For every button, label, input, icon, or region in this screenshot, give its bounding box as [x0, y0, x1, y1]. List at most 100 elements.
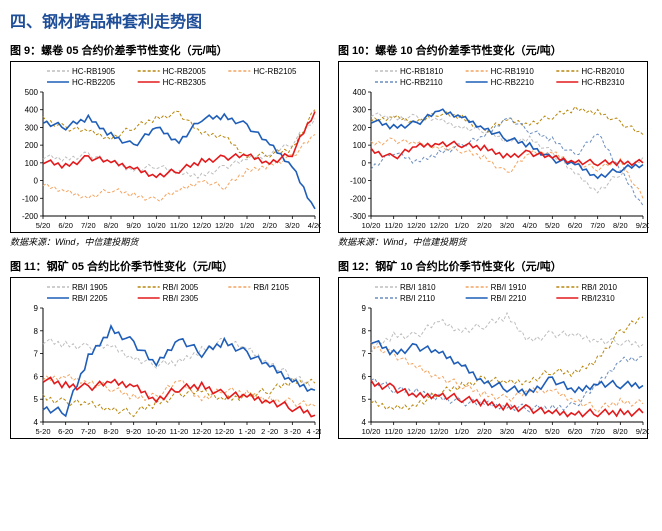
ytick-label: 6 [362, 372, 367, 381]
legend-label: HC-RB2205 [72, 78, 116, 87]
xtick-label: 5/20 [545, 221, 560, 230]
series-line [371, 113, 643, 193]
xtick-label: 9/20 [636, 427, 649, 436]
ytick-label: -100 [350, 177, 367, 186]
chart-title: 图 9：螺卷 05 合约价差季节性变化（元/吨） [10, 42, 324, 58]
xtick-label: 12/20 [192, 221, 211, 230]
xtick-label: 7/20 [81, 221, 96, 230]
legend-label: RB/I 1905 [72, 283, 108, 292]
xtick-label: 11/20 [385, 427, 403, 436]
legend-label: HC-RB2310 [581, 78, 625, 87]
legend-label: HC-RB2005 [163, 67, 207, 76]
xtick-label: 1/20 [454, 221, 469, 230]
legend-label: HC-RB2110 [400, 78, 443, 87]
xtick-label: 3/20 [285, 221, 300, 230]
series-line [371, 313, 643, 353]
xtick-label: 10/20 [147, 221, 166, 230]
xtick-label: 5-20 [35, 427, 50, 436]
xtick-label: 8/20 [613, 221, 628, 230]
series-line [371, 107, 643, 135]
chart-title: 图 10：螺卷 10 合约价差季节性变化（元/吨） [338, 42, 652, 58]
legend-label: RB/I 2005 [163, 283, 199, 292]
legend-label: HC-RB1905 [72, 67, 116, 76]
xtick-label: 12/20 [407, 221, 426, 230]
legend-label: RB/I 2105 [253, 283, 289, 292]
series-line [43, 114, 315, 209]
ytick-label: 300 [353, 106, 367, 115]
panel-fig11: 图 11：钢矿 05 合约比价季节性变化（元/吨）RB/I 1905RB/I 2… [10, 258, 324, 439]
ytick-label: 5 [34, 395, 39, 404]
section-title: 四、钢材跨品种套利走势图 [10, 8, 652, 32]
legend-label: RB/I 1810 [400, 283, 436, 292]
chart-box: RB/I 1810RB/I 1910RB/I 2010RB/I 2110RB/I… [338, 277, 648, 439]
series-line [43, 377, 315, 416]
xtick-label: 7/20 [590, 427, 605, 436]
panel-fig12: 图 12：钢矿 10 合约比价季节性变化（元/吨） RB/I 1810 RB/I 1… [338, 258, 652, 439]
ytick-label: 500 [25, 88, 39, 97]
ytick-label: -200 [22, 212, 39, 221]
xtick-label: 9-20 [126, 427, 141, 436]
panel-fig10: 图 10：螺卷 10 合约价差季节性变化（元/吨）HC-RB1810HC-RB1… [338, 42, 652, 248]
legend-label: RB/I 2110 [400, 294, 436, 303]
xtick-label: 6/20 [568, 221, 583, 230]
ytick-label: 4 [362, 418, 367, 427]
xtick-label: 3 -20 [284, 427, 301, 436]
legend-label: HC-RB1810 [400, 67, 444, 76]
ytick-label: 9 [34, 304, 39, 313]
xtick-label: 9/20 [636, 221, 649, 230]
ytick-label: 0 [34, 177, 39, 186]
ytick-label: 6 [34, 372, 39, 381]
xtick-label: 6/20 [568, 427, 583, 436]
legend-label: RB/I 2210 [491, 294, 527, 303]
chart-box: HC-RB1810 HC-RB1910 HC-RB2010 HC-RB2110 HC-R… [338, 61, 648, 233]
ytick-label: 100 [353, 141, 367, 150]
panel-fig9: 图 9：螺卷 05 合约价差季节性变化（元/吨） HC-RB1905 HC-RB20… [10, 42, 324, 248]
xtick-label: 2/20 [477, 427, 492, 436]
chart-svg: RB/I 1810RB/I 1910RB/I 2010RB/I 2110RB/I… [339, 278, 649, 438]
ytick-label: -100 [22, 194, 39, 203]
xtick-label: 1 -20 [238, 427, 255, 436]
ytick-label: 300 [25, 123, 39, 132]
legend-label: RB/I 1910 [491, 283, 527, 292]
data-source: 数据来源：Wind，中信建投期货 [338, 235, 652, 248]
chart-grid: 图 9：螺卷 05 合约价差季节性变化（元/吨） HC-RB1905 HC-RB20… [10, 42, 652, 439]
ytick-label: 200 [25, 141, 39, 150]
chart-svg: RB/I 1905 RB/I 2005 RB/I 2105 RB/I 2205 RB/I… [11, 278, 321, 438]
series-line [43, 135, 315, 202]
ytick-label: 400 [25, 106, 39, 115]
chart-box: RB/I 1905 RB/I 2005 RB/I 2105 RB/I 2205 RB/I… [10, 277, 320, 439]
series-line [43, 110, 315, 159]
chart-svg: HC-RB1905HC-RB2005HC-RB2105HC-RB2205HC-R… [11, 62, 321, 232]
xtick-label: 7/20 [590, 221, 605, 230]
legend-label: HC-RB2010 [581, 67, 625, 76]
xtick-label: 2/20 [262, 221, 277, 230]
ytick-label: 200 [353, 123, 367, 132]
xtick-label: 12/20 [215, 221, 234, 230]
xtick-label: 12-20 [192, 427, 211, 436]
xtick-label: 9/20 [126, 221, 141, 230]
legend-label: RB/I 2305 [163, 294, 199, 303]
xtick-label: 5/20 [36, 221, 51, 230]
legend-label: HC-RB1910 [491, 67, 535, 76]
ytick-label: 400 [353, 88, 367, 97]
xtick-label: 7-20 [81, 427, 96, 436]
xtick-label: 12/20 [430, 427, 449, 436]
series-line [371, 109, 643, 178]
xtick-label: 5/20 [545, 427, 560, 436]
xtick-label: 6-20 [58, 427, 73, 436]
ytick-label: 0 [362, 159, 367, 168]
chart-svg: HC-RB1810 HC-RB1910 HC-RB2010 HC-RB2110 HC-R… [339, 62, 649, 232]
xtick-label: 1/20 [454, 427, 469, 436]
ytick-label: 4 [34, 418, 39, 427]
ytick-label: 7 [34, 350, 39, 359]
ytick-label: -200 [350, 194, 367, 203]
xtick-label: 10/20 [362, 221, 381, 230]
chart-title: 图 12：钢矿 10 合约比价季节性变化（元/吨） [338, 258, 652, 274]
ytick-label: 7 [362, 350, 367, 359]
data-source: 数据来源：Wind，中信建投期货 [10, 235, 324, 248]
xtick-label: 2/20 [477, 221, 492, 230]
xtick-label: 4 -20 [306, 427, 321, 436]
legend-label: RB/I 2205 [72, 294, 108, 303]
xtick-label: 1/20 [240, 221, 255, 230]
xtick-label: 3/20 [500, 221, 515, 230]
